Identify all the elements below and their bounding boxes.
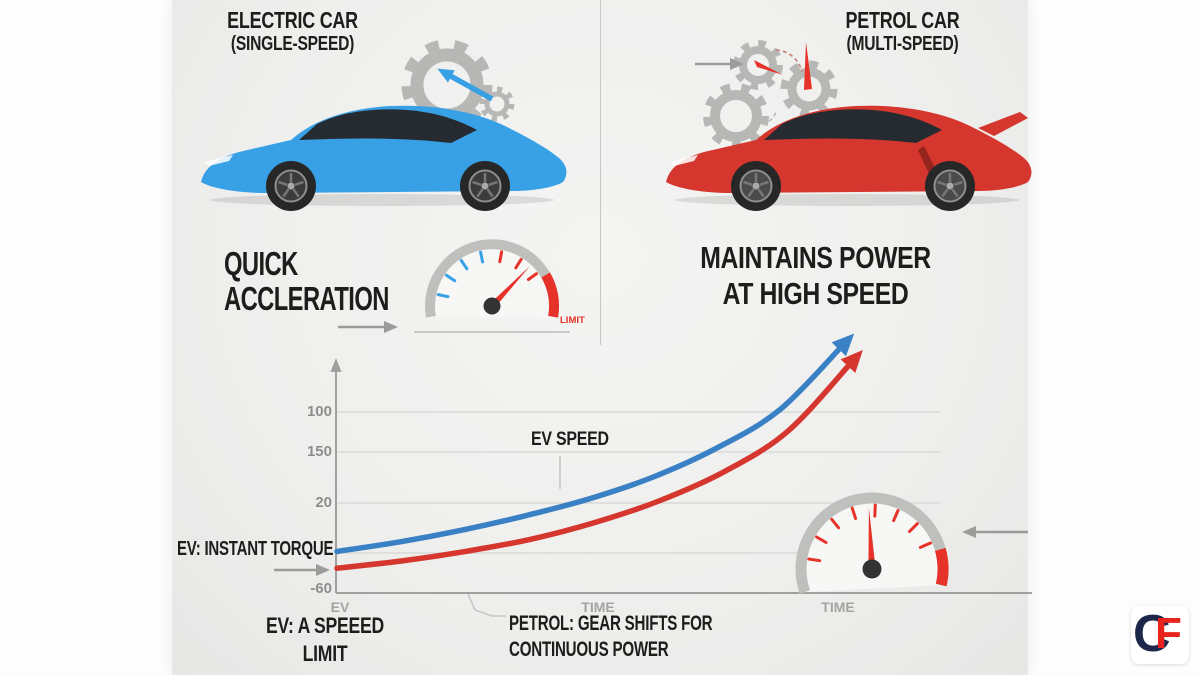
gauge-needle-icon — [868, 508, 876, 570]
gauge-limit-label: LIMIT — [560, 315, 585, 326]
petrol-car-title: PETROL CAR (MULTI-SPEED) — [755, 7, 1050, 56]
dashed-arc — [775, 49, 803, 73]
ev-speed-curve — [334, 333, 855, 555]
electric-car-title: ELECTRIC CAR (SINGLE-SPEED) — [175, 7, 410, 56]
single-speed-arrow-icon — [437, 68, 494, 102]
gauge-ticks-blue — [436, 250, 485, 299]
x-tick-label: TIME — [581, 599, 615, 615]
annotation-line: EV: A SPEEED — [265, 613, 385, 638]
y-tick-label: 150 — [306, 443, 332, 460]
x-tick-label: TIME — [821, 599, 855, 615]
speed-limit-annotation: EV: A SPEEED LIMIT — [240, 612, 410, 667]
y-axis-arrow — [330, 358, 342, 372]
title-line: (SINGLE-SPEED) — [230, 33, 355, 56]
annotation-line: LIMIT — [302, 640, 348, 666]
gauge-ticks-red — [498, 250, 538, 281]
gauge-ticks-red — [807, 503, 932, 563]
annotation-line: CONTINUOUS POWER — [509, 638, 669, 662]
petrol-car — [666, 105, 1032, 211]
electric-car-illustration — [201, 39, 567, 211]
benefit-line: MAINTAINS POWER — [700, 240, 931, 275]
dashed-arc — [755, 111, 777, 127]
speedometer-icon — [795, 492, 949, 594]
y-tick-label: 100 — [306, 403, 332, 420]
gauge-needle-icon — [804, 42, 812, 90]
instant-torque-annotation: EV: INSTANT TORQUE — [177, 538, 334, 560]
logo-letter-c: C — [1133, 605, 1171, 663]
gear-icon — [703, 83, 769, 149]
benefit-line: QUICK — [224, 245, 298, 282]
annotation-line: PETROL: GEAR SHIFTS FOR — [509, 612, 713, 635]
speedometer-icon — [414, 239, 570, 333]
title-line: (MULTI-SPEED) — [846, 33, 959, 56]
ev-speed-curve-label: EV SPEED — [531, 429, 609, 450]
gauge-needle-icon — [489, 266, 530, 309]
cf-logo: C F — [1131, 606, 1189, 664]
title-line: ELECTRIC CAR — [227, 7, 358, 33]
quick-acceleration-label: QUICK ACCLERATION — [224, 246, 453, 317]
y-tick-label: 20 — [315, 494, 332, 511]
chart-axes — [335, 370, 1032, 594]
divider-line — [600, 0, 601, 345]
x-tick-label: EV — [330, 599, 350, 615]
title-line: PETROL CAR — [845, 7, 960, 33]
gauge-needle-icon — [754, 60, 783, 75]
petrol-speed-curve — [334, 350, 863, 571]
benefit-line: ACCLERATION — [224, 280, 389, 318]
y-tick-label: -60 — [310, 580, 332, 597]
gear-shifts-leader-line — [467, 593, 506, 617]
petrol-car-illustration — [666, 40, 1032, 211]
gear-icon — [479, 86, 515, 122]
gear-shifts-annotation: PETROL: GEAR SHIFTS FOR CONTINUOUS POWER — [509, 611, 791, 664]
logo-letter-f: F — [1155, 609, 1182, 658]
electric-car — [201, 105, 567, 211]
benefit-line: AT HIGH SPEED — [722, 275, 909, 311]
maintains-power-label: MAINTAINS POWER AT HIGH SPEED — [658, 240, 973, 312]
